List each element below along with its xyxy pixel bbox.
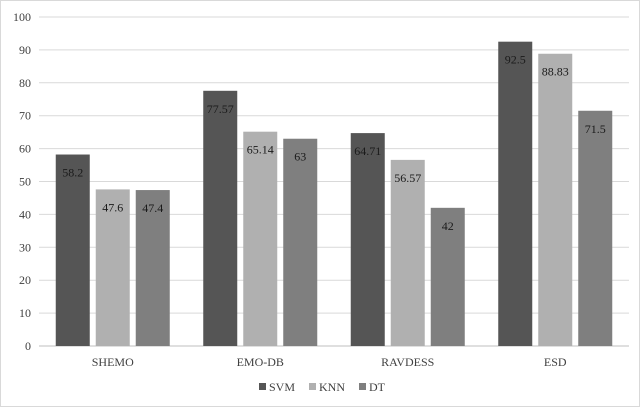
legend-label-svm: SVM [269, 380, 295, 394]
data-label: 56.57 [394, 171, 421, 185]
y-tick-label: 40 [19, 207, 31, 221]
bar-svm-shemo [55, 154, 90, 346]
bar-knn-ravdess [390, 159, 425, 346]
bar-dt-shemo [135, 190, 170, 346]
y-tick-label: 20 [19, 273, 31, 287]
legend-swatch-svm [259, 383, 266, 390]
y-tick-label: 100 [13, 10, 31, 24]
bar-dt-esd [578, 110, 613, 346]
y-axis-ticks: 0 10 20 30 40 50 60 70 80 90 100 [13, 10, 31, 353]
data-label: 65.14 [247, 143, 274, 157]
bar-knn-emo-db [243, 131, 278, 346]
y-tick-label: 50 [19, 175, 31, 189]
bar-svm-emo-db [203, 90, 238, 346]
x-category-label: EMO-DB [237, 355, 284, 369]
data-label: 47.6 [102, 200, 123, 214]
legend-label-dt: DT [369, 380, 386, 394]
y-tick-label: 70 [19, 109, 31, 123]
legend: SVM KNN DT [259, 380, 386, 394]
data-label: 64.71 [354, 144, 381, 158]
y-tick-label: 90 [19, 43, 31, 57]
data-label: 58.2 [62, 166, 83, 180]
x-category-label: SHEMO [92, 355, 134, 369]
data-label: 63 [294, 150, 306, 164]
data-label: 42 [442, 219, 454, 233]
bar-svm-ravdess [350, 133, 385, 346]
data-label: 47.4 [142, 201, 163, 215]
data-label: 71.5 [585, 122, 606, 136]
data-label: 88.83 [542, 65, 569, 79]
y-tick-label: 10 [19, 306, 31, 320]
y-tick-label: 0 [25, 339, 31, 353]
y-tick-label: 80 [19, 76, 31, 90]
bar-svm-esd [498, 41, 533, 347]
data-label: 92.5 [505, 53, 526, 67]
legend-swatch-dt [359, 383, 366, 390]
bar-dt-ravdess [430, 207, 465, 346]
bar-dt-emo-db [283, 138, 318, 346]
y-tick-label: 30 [19, 240, 31, 254]
x-axis-categories: SHEMO EMO-DB RAVDESS ESD [92, 355, 567, 369]
x-category-label: ESD [544, 355, 567, 369]
bar-knn-esd [538, 53, 573, 346]
bar-knn-shemo [95, 189, 130, 346]
data-labels: 58.2 47.6 47.4 77.57 65.14 63 64.71 56.57 42 92.5… [62, 53, 606, 233]
x-category-label: RAVDESS [381, 355, 434, 369]
bars [55, 41, 613, 347]
legend-swatch-knn [309, 383, 316, 390]
data-label: 77.57 [207, 102, 234, 116]
legend-label-knn: KNN [319, 380, 345, 394]
y-tick-label: 60 [19, 142, 31, 156]
